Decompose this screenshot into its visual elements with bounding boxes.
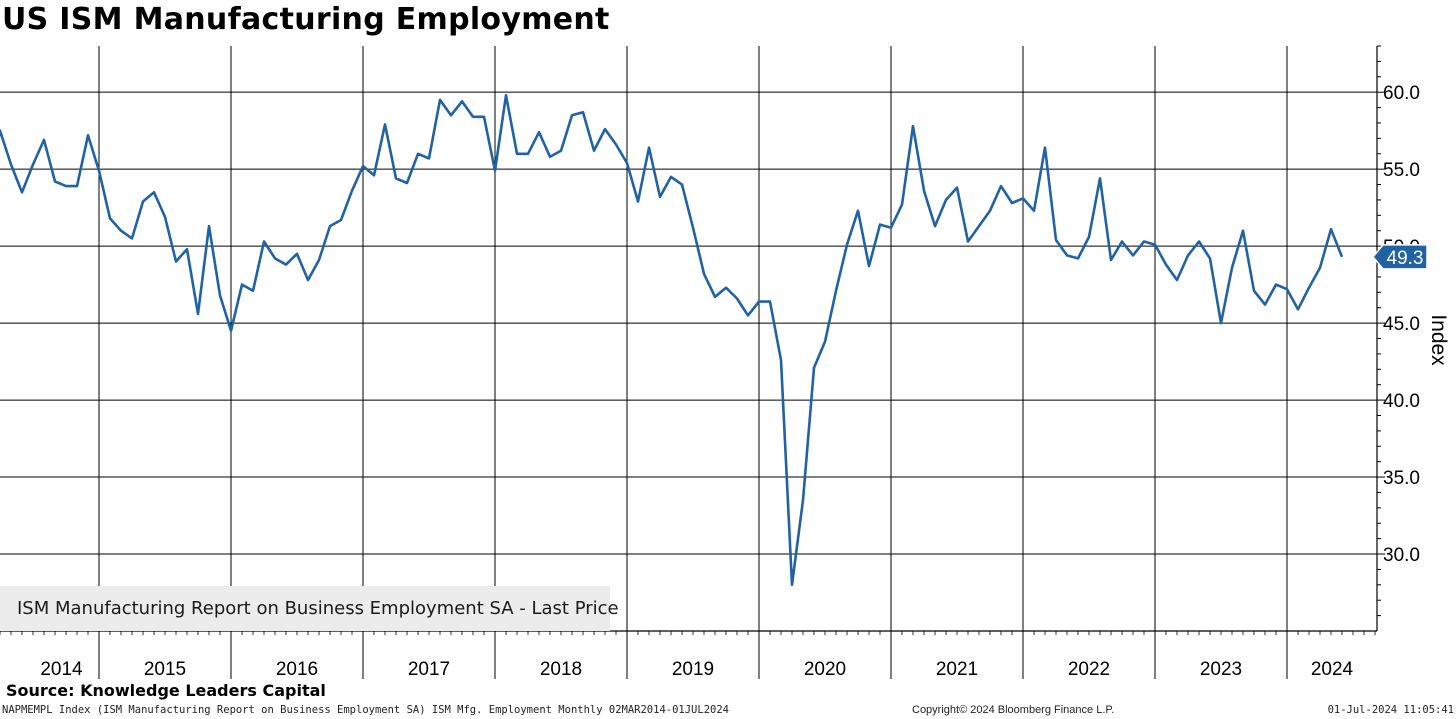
y-tick-label: 60.0 <box>1383 83 1420 104</box>
legend-label: ISM Manufacturing Report on Business Emp… <box>17 598 619 619</box>
chart-title: US ISM Manufacturing Employment <box>2 2 610 37</box>
series-line <box>0 94 1344 587</box>
grid <box>0 46 1377 631</box>
last-value-badge <box>1372 244 1428 270</box>
axes: 30.035.040.045.050.055.060.0201420152016… <box>0 45 1420 680</box>
x-tick-label: 2024 <box>1311 659 1354 680</box>
x-tick-label: 2020 <box>804 659 846 680</box>
legend: ISM Manufacturing Report on Business Emp… <box>0 586 619 631</box>
y-tick-label: 40.0 <box>1383 391 1420 412</box>
y-tick-label: 35.0 <box>1383 468 1420 489</box>
last-value-marker: 49.3 <box>1372 244 1428 270</box>
x-tick-label: 2018 <box>540 659 582 680</box>
x-tick-label: 2019 <box>672 659 714 680</box>
last-value-label: 49.3 <box>1387 248 1424 269</box>
source-note: Source: Knowledge Leaders Capital <box>6 681 326 700</box>
x-tick-label: 2016 <box>276 659 318 680</box>
series-layer <box>0 94 1344 587</box>
x-tick-label: 2014 <box>40 659 83 680</box>
footer-timestamp: 01-Jul-2024 11:05:41 <box>1327 704 1454 716</box>
y-tick-label: 55.0 <box>1383 160 1420 181</box>
x-tick-label: 2023 <box>1200 659 1242 680</box>
x-tick-label: 2021 <box>936 659 978 680</box>
x-tick-label: 2015 <box>144 659 186 680</box>
x-tick-label: 2022 <box>1068 659 1110 680</box>
y-tick-label: 30.0 <box>1383 545 1420 566</box>
y-axis-title: Index <box>1427 314 1450 366</box>
footer-copyright: Copyright© 2024 Bloomberg Finance L.P. <box>912 704 1115 716</box>
footer-ticker-info: NAPMEMPL Index (ISM Manufacturing Report… <box>2 704 729 716</box>
x-tick-label: 2017 <box>408 659 450 680</box>
y-tick-label: 45.0 <box>1383 314 1420 335</box>
